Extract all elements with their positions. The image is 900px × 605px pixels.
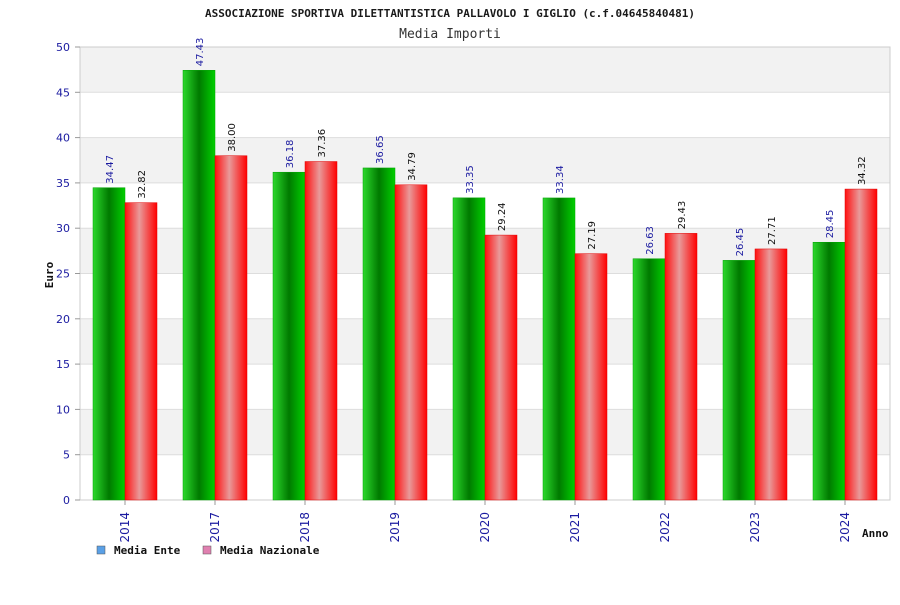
bar-media-ente — [452, 197, 486, 501]
y-tick-label: 25 — [56, 268, 70, 281]
legend-swatch — [202, 545, 212, 555]
value-label: 29.43 — [677, 201, 688, 230]
x-tick-label: 2023 — [748, 512, 762, 543]
x-tick-label: 2021 — [568, 512, 582, 543]
value-label: 36.65 — [375, 135, 386, 164]
y-axis-title: Euro — [43, 261, 56, 288]
x-tick-label: 2019 — [388, 512, 402, 543]
y-tick-label: 15 — [56, 358, 70, 371]
chart-title: ASSOCIAZIONE SPORTIVA DILETTANTISTICA PA… — [205, 7, 695, 20]
bar-media-ente — [92, 187, 126, 501]
legend: Media Ente Media Nazionale — [96, 544, 320, 557]
x-tick-label: 2017 — [208, 512, 222, 543]
bar-media-nazionale — [574, 253, 608, 501]
value-label: 27.71 — [767, 216, 778, 245]
y-tick-label: 20 — [56, 313, 70, 326]
x-axis-ticks: 2014 2017 2018 2019 2020 2021 2022 2023 2024 — [118, 500, 852, 543]
value-label: 28.45 — [825, 210, 836, 239]
bar-media-nazionale — [754, 248, 788, 501]
chart-subtitle: Media Importi — [399, 27, 501, 42]
value-label: 32.82 — [137, 170, 148, 199]
x-tick-label: 2022 — [658, 512, 672, 543]
y-axis-ticks: 0 5 10 15 20 25 30 35 40 45 50 — [56, 41, 80, 507]
value-label: 34.79 — [407, 152, 418, 181]
x-tick-label: 2014 — [118, 512, 132, 543]
value-label: 34.47 — [105, 155, 116, 184]
value-label: 26.45 — [735, 228, 746, 257]
y-tick-label: 45 — [56, 86, 70, 99]
value-label: 34.32 — [857, 156, 868, 185]
bar-media-ente — [632, 258, 666, 501]
legend-label: Media Ente — [114, 544, 181, 557]
value-label: 29.24 — [497, 202, 508, 231]
value-label: 36.18 — [285, 140, 296, 169]
bar-media-nazionale — [664, 233, 698, 501]
legend-label: Media Nazionale — [220, 544, 320, 557]
y-tick-label: 35 — [56, 177, 70, 190]
value-label: 33.34 — [555, 165, 566, 194]
bars — [92, 70, 878, 501]
x-axis-title: Anno — [862, 527, 889, 540]
y-tick-label: 40 — [56, 132, 70, 145]
bar-media-nazionale — [304, 161, 338, 501]
y-tick-label: 0 — [63, 494, 70, 507]
bar-media-nazionale — [214, 155, 248, 501]
y-tick-label: 5 — [63, 449, 70, 462]
y-tick-label: 30 — [56, 222, 70, 235]
y-tick-label: 10 — [56, 403, 70, 416]
bar-media-ente — [362, 167, 396, 501]
bar-media-ente — [542, 197, 576, 501]
value-labels: 34.47 32.82 47.43 38.00 36.18 37.36 36.65 34.79… — [105, 38, 868, 257]
value-label: 27.19 — [587, 221, 598, 250]
bar-media-nazionale — [484, 234, 518, 501]
value-label: 47.43 — [195, 38, 206, 67]
bar-media-ente — [182, 70, 216, 501]
value-label: 33.35 — [465, 165, 476, 194]
value-label: 26.63 — [645, 226, 656, 255]
y-tick-label: 50 — [56, 41, 70, 54]
bar-media-ente — [272, 171, 306, 501]
bar-media-nazionale — [394, 184, 428, 501]
legend-swatch — [96, 545, 106, 555]
x-tick-label: 2024 — [838, 512, 852, 543]
value-label: 37.36 — [317, 129, 328, 158]
x-tick-label: 2018 — [298, 512, 312, 543]
bar-media-nazionale — [124, 202, 158, 501]
x-tick-label: 2020 — [478, 512, 492, 543]
bar-media-ente — [722, 260, 756, 501]
value-label: 38.00 — [227, 123, 238, 152]
bar-media-ente — [812, 241, 846, 501]
bar-media-nazionale — [844, 188, 878, 501]
